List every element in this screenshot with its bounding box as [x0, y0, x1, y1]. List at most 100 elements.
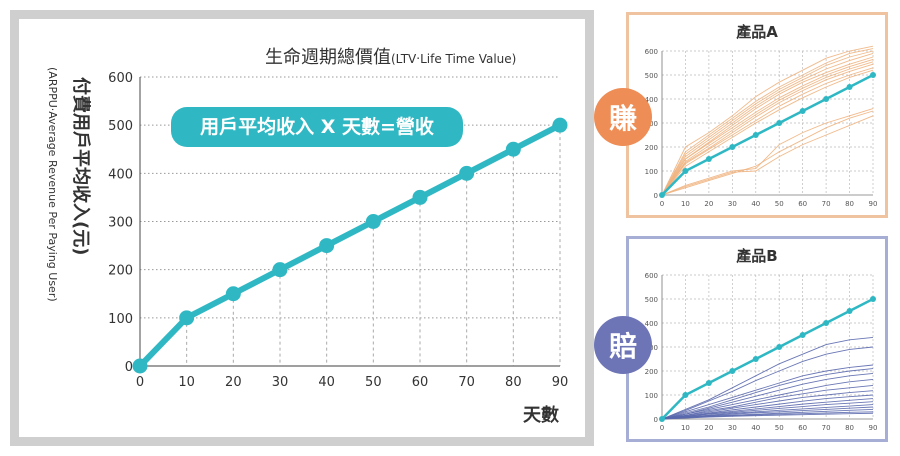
mini-x-tick-label: 40 [751, 424, 760, 432]
mini-x-tick-label: 10 [681, 424, 690, 432]
mini-series-line [661, 372, 874, 420]
mini-baseline-point [729, 368, 736, 374]
y-tick-label: 100 [108, 312, 133, 327]
mini-baseline-line [661, 73, 874, 196]
ltv-data-point [505, 141, 521, 157]
y-tick-label: 200 [108, 264, 133, 279]
mini-series-line [661, 56, 874, 196]
y-tick-label: 600 [108, 71, 133, 86]
mini-y-tick-label: 200 [645, 144, 658, 152]
mini-baseline-point [799, 108, 806, 114]
ltv-data-point [132, 358, 148, 374]
formula-text: 用戶平均收入 X 天數=營收 [200, 115, 434, 138]
mini-y-tick-label: 500 [645, 296, 658, 304]
mini-baseline-point [870, 72, 876, 78]
mini-x-tick-label: 20 [704, 200, 713, 208]
main-chart-panel: 生命週期總價值 (LTV‧Life Time Value) 付費用戶平均收入(元… [10, 10, 594, 446]
mini-y-tick-label: 100 [645, 392, 658, 400]
profit-badge: 賺 [594, 88, 652, 146]
mini-series-line [661, 346, 874, 420]
y-axis-label: 付費用戶平均收入(元) [70, 77, 92, 255]
x-tick-label: 40 [318, 375, 335, 390]
x-axis-label: 天數 [523, 405, 559, 426]
product-a-chart: 產品A 0 100 200 300 400 500 600 0 10 20 30 40 50 60 70 80 9… [645, 23, 878, 208]
ltv-line-chart: 生命週期總價值 (LTV‧Life Time Value) 付費用戶平均收入(元… [46, 47, 569, 426]
mini-chart-title: 產品A [735, 23, 778, 41]
mini-x-tick-label: 80 [845, 200, 854, 208]
ltv-data-point [412, 189, 428, 205]
mini-baseline-point [846, 84, 853, 90]
mini-baseline-point [846, 308, 853, 314]
chart-title-sub: (LTV‧Life Time Value) [391, 52, 516, 66]
x-tick-label: 10 [178, 375, 195, 390]
ltv-data-point [365, 214, 381, 229]
mini-y-tick-label: 600 [645, 48, 658, 56]
ltv-data-point [552, 117, 568, 133]
x-tick-label: 90 [552, 375, 569, 390]
product-b-chart: 產品B0100200300400500600010203040506070809… [645, 247, 878, 432]
ltv-data-point [459, 165, 475, 181]
mini-y-tick-label: 200 [645, 368, 658, 376]
mini-x-tick-label: 90 [869, 200, 878, 208]
mini-series-line [661, 48, 874, 196]
mini-baseline-point [705, 380, 712, 386]
mini-series-line [661, 390, 874, 420]
mini-series-line [661, 336, 874, 420]
mini-series-line [661, 384, 874, 420]
mini-baseline-point [823, 96, 830, 102]
mini-x-tick-label: 60 [798, 200, 807, 208]
mini-y-tick-label: 400 [645, 96, 658, 104]
loss-badge: 賠 [594, 316, 652, 374]
mini-baseline-point [682, 392, 689, 398]
x-tick-label: 0 [136, 375, 144, 390]
mini-series-line [661, 69, 874, 196]
x-tick-label: 60 [412, 375, 429, 390]
y-tick-label: 300 [108, 216, 133, 231]
mini-series-line [661, 110, 874, 196]
mini-baseline-point [729, 144, 736, 150]
formula-banner [171, 107, 463, 147]
x-tick-label: 20 [225, 375, 242, 390]
y-tick-label: 500 [108, 119, 133, 134]
mini-baseline-point [870, 296, 876, 302]
product-a-panel: 產品A 0 100 200 300 400 500 600 0 10 20 30 40 50 60 70 80 9… [626, 12, 888, 218]
mini-y-tick-label: 0 [654, 416, 658, 424]
mini-y-tick-label: 0 [654, 192, 658, 200]
mini-series-line [661, 61, 874, 196]
mini-x-tick-label: 50 [775, 200, 784, 208]
ltv-data-point [179, 310, 195, 326]
mini-x-tick-label: 70 [822, 200, 831, 208]
ltv-data-point [272, 262, 288, 278]
mini-y-tick-label: 500 [645, 72, 658, 80]
mini-baseline-line [661, 297, 874, 420]
mini-series-line [661, 115, 874, 196]
mini-y-tick-label: 300 [645, 120, 658, 128]
mini-x-tick-label: 10 [681, 200, 690, 208]
mini-y-tick-label: 400 [645, 320, 658, 328]
mini-series-line [661, 58, 874, 196]
mini-baseline-point [659, 192, 665, 198]
mini-x-tick-label: 80 [845, 424, 854, 432]
mini-x-tick-label: 30 [728, 200, 737, 208]
mini-baseline-point [682, 168, 689, 174]
mini-x-tick-label: 30 [728, 424, 737, 432]
mini-baseline-point [776, 120, 783, 126]
mini-x-tick-label: 0 [660, 200, 664, 208]
mini-series-line [661, 45, 874, 196]
mini-series-line [661, 50, 874, 196]
mini-series-line [661, 394, 874, 420]
x-tick-label: 50 [365, 375, 382, 390]
mini-series-line [661, 378, 874, 420]
mini-series-line [661, 412, 874, 420]
mini-baseline-point [752, 132, 759, 138]
mini-x-tick-label: 60 [798, 424, 807, 432]
y-tick-label: 400 [108, 167, 133, 182]
mini-x-tick-label: 20 [704, 424, 713, 432]
mini-y-tick-label: 100 [645, 168, 658, 176]
mini-x-tick-label: 70 [822, 424, 831, 432]
y-axis-label-sub: (ARPPU‧Average Revenue Per Paying User) [46, 67, 59, 302]
mini-chart-title: 產品B [735, 247, 777, 265]
ltv-data-point [319, 238, 335, 254]
mini-x-tick-label: 50 [775, 424, 784, 432]
mini-series-line [661, 406, 874, 420]
